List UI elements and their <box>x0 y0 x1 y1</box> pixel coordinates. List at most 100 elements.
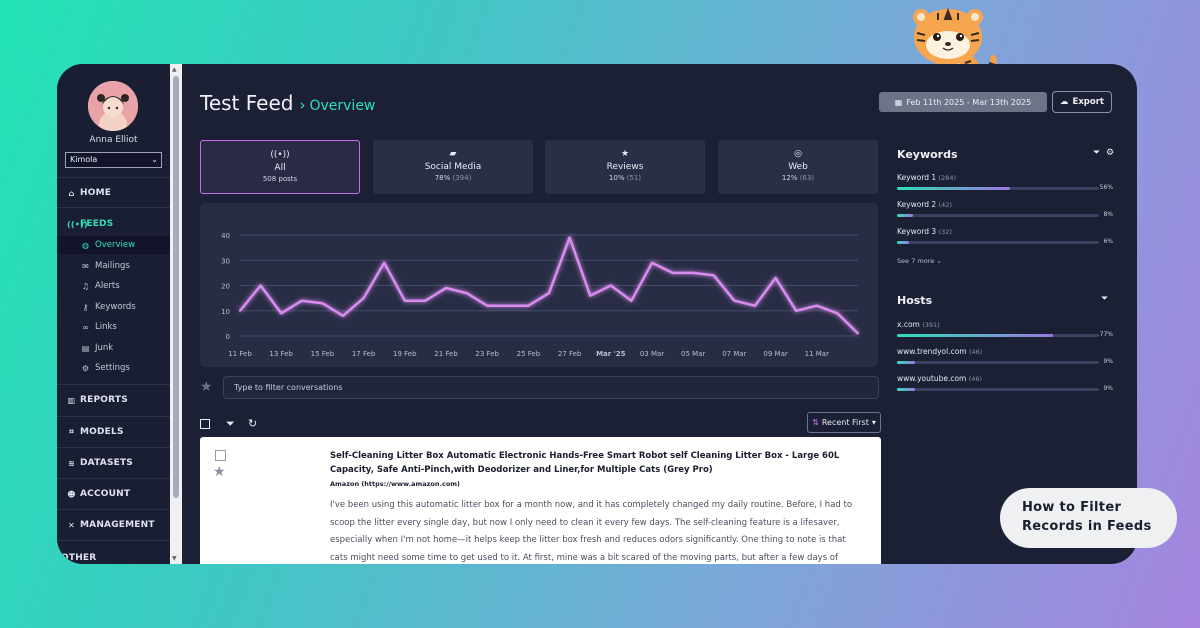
data-point[interactable] <box>712 274 715 277</box>
host-row[interactable]: www.trendyol.com (46) 9% <box>897 347 1113 365</box>
data-point[interactable] <box>754 304 756 307</box>
x-tick-label: 03 Mar <box>640 350 664 358</box>
x-tick-label: 15 Feb <box>311 350 335 358</box>
scrollbar-thumb[interactable] <box>173 76 179 498</box>
data-point[interactable] <box>445 287 447 290</box>
select-all-checkbox[interactable] <box>200 419 210 429</box>
star-icon[interactable]: ★ <box>213 464 226 480</box>
tab-social-media[interactable]: ▰ Social Media 78% (394) <box>373 140 533 194</box>
data-point[interactable] <box>239 309 241 312</box>
nav-feeds-links[interactable]: ∞ Links <box>81 322 117 332</box>
data-point[interactable] <box>362 297 365 300</box>
filter-icon[interactable]: ⏷ <box>1101 294 1109 304</box>
data-point[interactable] <box>568 236 571 239</box>
nav-datasets[interactable]: ≋ DATASETS <box>67 458 133 468</box>
gear-icon: ⚙ <box>81 363 90 373</box>
export-button[interactable]: ☁ Export <box>1052 91 1112 113</box>
keyword-row[interactable]: Keyword 1 (284) 56% <box>897 173 1113 191</box>
data-point[interactable] <box>424 299 427 302</box>
keyword-label: Keyword 2 <box>897 200 937 209</box>
data-point[interactable] <box>527 304 530 307</box>
nav-home[interactable]: ⌂ HOME <box>67 188 111 198</box>
callout-line-2: Records in Feeds <box>1022 519 1152 534</box>
nav-item-label: Junk <box>95 343 114 353</box>
data-point[interactable] <box>403 299 406 302</box>
see-more-link[interactable]: See 7 more ⌄ <box>897 257 942 265</box>
scroll-down-arrow-icon[interactable]: ▼ <box>172 555 177 562</box>
filter-icon[interactable]: ⏷ <box>1093 148 1101 158</box>
nav-item-label: Keywords <box>95 302 136 312</box>
tab-web[interactable]: ◎ Web 12% (63) <box>718 140 878 194</box>
nav-management[interactable]: ✕ MANAGEMENT <box>67 520 155 530</box>
data-point[interactable] <box>774 276 777 279</box>
data-point[interactable] <box>506 304 509 307</box>
data-point[interactable] <box>815 304 818 307</box>
nav-account[interactable]: ☻ ACCOUNT <box>67 489 130 499</box>
nav-other[interactable]: OTHER <box>61 553 96 563</box>
data-point[interactable] <box>671 271 674 274</box>
post-source[interactable]: Amazon (https://www.amazon.com) <box>330 480 461 488</box>
data-point[interactable] <box>259 284 262 287</box>
see-more-label: See 7 more <box>897 257 935 265</box>
data-point[interactable] <box>630 299 633 302</box>
data-point[interactable] <box>548 292 550 295</box>
tab-stat: 10% (51) <box>545 174 705 182</box>
nav-reports[interactable]: ▥ REPORTS <box>67 395 128 405</box>
star-filter-icon[interactable]: ★ <box>200 379 213 395</box>
data-point[interactable] <box>342 314 344 317</box>
filter-icon[interactable]: ⏷ <box>226 417 235 430</box>
data-point[interactable] <box>836 312 839 315</box>
tab-all[interactable]: ((•)) All 508 posts <box>200 140 360 194</box>
date-range-label: Feb 11th 2025 - Mar 13th 2025 <box>906 97 1032 107</box>
keyword-row[interactable]: Keyword 3 (32) 6% <box>897 227 1113 245</box>
keyword-row[interactable]: Keyword 2 (42) 8% <box>897 200 1113 218</box>
data-point[interactable] <box>280 312 283 315</box>
nav-feeds-overview[interactable]: ◍ Overview <box>81 240 135 250</box>
data-point[interactable] <box>321 302 324 305</box>
host-bar <box>897 388 916 391</box>
x-tick-label: 23 Feb <box>475 350 499 358</box>
post-title[interactable]: Self-Cleaning Litter Box Automatic Elect… <box>330 451 840 475</box>
keyword-bar <box>897 187 1011 190</box>
nav-feeds-mailings[interactable]: ✉ Mailings <box>81 261 130 271</box>
nav-feeds[interactable]: ((•)) FEEDS <box>67 219 113 229</box>
sort-label: Recent First <box>821 418 869 427</box>
data-point[interactable] <box>465 292 468 295</box>
data-point[interactable] <box>589 294 592 297</box>
post-checkbox[interactable] <box>215 450 226 461</box>
nav-feeds-settings[interactable]: ⚙ Settings <box>81 363 130 373</box>
date-range-picker[interactable]: ▦ Feb 11th 2025 - Mar 13th 2025 <box>879 92 1047 112</box>
org-select[interactable]: Kimola ⌄ <box>65 152 162 168</box>
breadcrumb: Test Feed › Overview <box>200 91 375 115</box>
scroll-up-arrow-icon[interactable]: ▲ <box>172 66 177 73</box>
data-point[interactable] <box>609 284 612 287</box>
sort-dropdown[interactable]: ⇅ Recent First ▾ <box>807 412 881 433</box>
data-point[interactable] <box>486 304 489 307</box>
post-card[interactable]: ★ Self-Cleaning Litter Box Automatic Ele… <box>200 437 881 564</box>
host-row[interactable]: x.com (391) 77% <box>897 320 1113 338</box>
x-tick-label: 17 Feb <box>352 350 376 358</box>
data-point[interactable] <box>383 261 386 264</box>
data-point[interactable] <box>733 299 736 302</box>
tab-reviews[interactable]: ★ Reviews 10% (51) <box>545 140 705 194</box>
sidebar-scrollbar[interactable]: ▲ ▼ <box>170 64 182 564</box>
nav-feeds-junk[interactable]: ▤ Junk <box>81 343 114 353</box>
gear-icon[interactable]: ⚙ <box>1106 148 1115 158</box>
host-row[interactable]: www.youtube.com (46) 9% <box>897 374 1113 392</box>
nav-feeds-keywords[interactable]: ⚷ Keywords <box>81 302 136 312</box>
keyword-bar-track <box>897 214 1099 217</box>
nav-models[interactable]: ⌗ MODELS <box>67 427 124 437</box>
x-tick-label: 11 Mar <box>805 350 829 358</box>
nav-feeds-alerts[interactable]: ♫ Alerts <box>81 281 120 291</box>
data-point[interactable] <box>795 309 798 312</box>
data-point[interactable] <box>300 299 303 302</box>
data-point[interactable] <box>651 261 653 264</box>
x-tick-label: 07 Mar <box>722 350 746 358</box>
keyword-percent: 6% <box>1103 238 1113 245</box>
avatar[interactable] <box>88 81 138 131</box>
data-point[interactable] <box>692 271 695 274</box>
data-point[interactable] <box>857 332 859 335</box>
filter-conversations-input[interactable]: Type to filter conversations <box>223 376 879 399</box>
refresh-icon[interactable]: ↻ <box>248 417 258 430</box>
calendar-icon: ▦ <box>894 97 903 107</box>
